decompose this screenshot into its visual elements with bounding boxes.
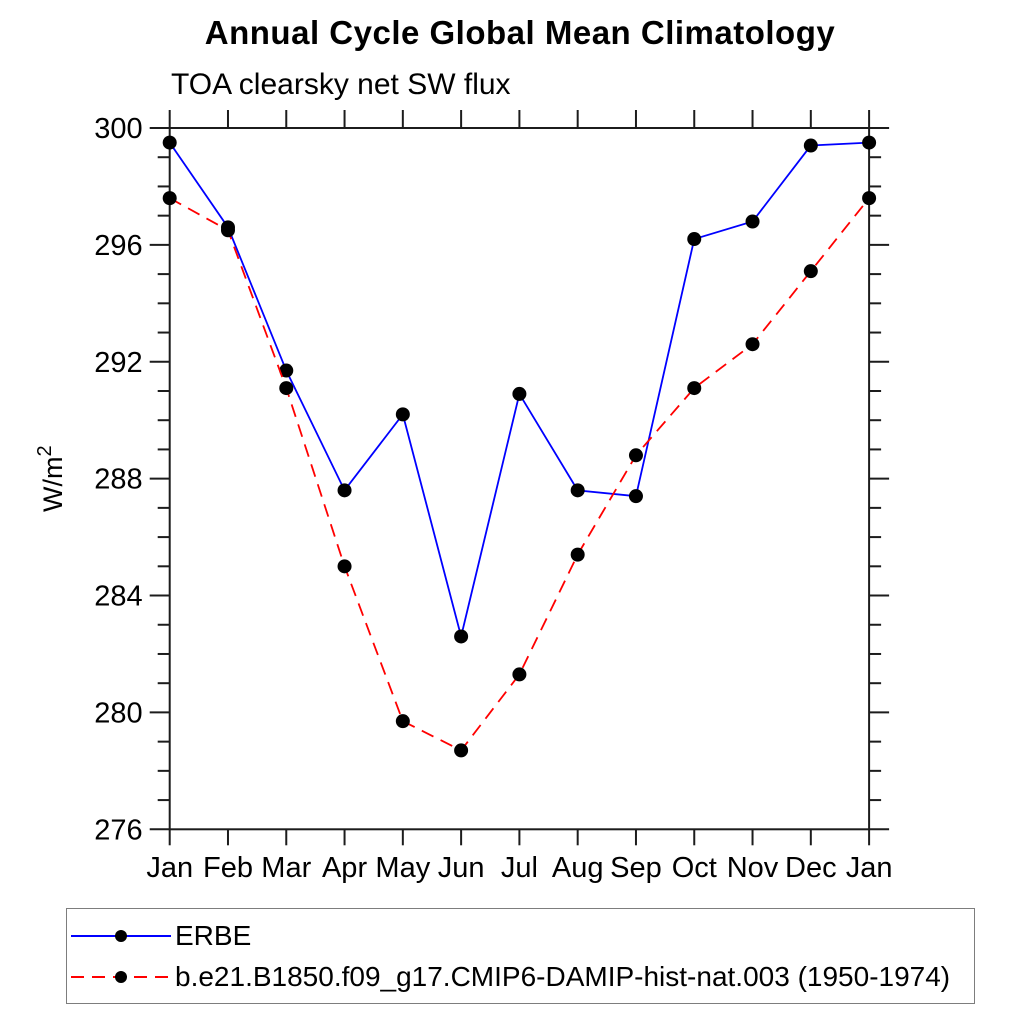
x-tick-label: Oct [672, 852, 717, 884]
series-erbe [162, 135, 877, 644]
y-tick-label: 296 [94, 230, 142, 262]
data-point [279, 381, 294, 396]
x-tick-label: Jun [438, 852, 485, 884]
x-tick-label: Jul [501, 852, 538, 884]
x-tick-label: Apr [322, 852, 367, 884]
data-point [512, 386, 527, 401]
data-point [570, 483, 585, 498]
data-point [687, 381, 702, 396]
data-point [745, 337, 760, 352]
legend-label-erbe: ERBE [175, 919, 252, 951]
x-tick-label: Jan [846, 852, 893, 884]
y-axis: 276 280 284 288 292 296 300 [94, 113, 890, 846]
y-tick-label: 292 [94, 347, 142, 379]
x-tick-label: Mar [261, 852, 311, 884]
data-point [803, 264, 818, 279]
data-point [570, 547, 585, 562]
y-tick-label: 280 [94, 697, 142, 729]
x-tick-label: May [375, 852, 430, 884]
x-tick-label: Nov [727, 852, 779, 884]
data-point [337, 483, 352, 498]
data-point [628, 448, 643, 463]
x-tick-label: Feb [203, 852, 253, 884]
data-point [395, 407, 410, 422]
data-point [512, 667, 527, 682]
plot-frame [168, 127, 871, 831]
legend-item-model: b.e21.B1850.f09_g17.CMIP6-DAMIP-hist-nat… [67, 959, 974, 995]
data-point [862, 135, 877, 150]
y-tick-label: 288 [94, 464, 142, 496]
y-tick-label: 284 [94, 581, 142, 613]
legend-sample-solid-line [71, 929, 171, 942]
legend-marker-dot [115, 929, 127, 942]
y-axis-title: W/m2 [34, 445, 68, 512]
data-point [395, 714, 410, 729]
x-tick-label: Aug [552, 852, 604, 884]
y-tick-label: 276 [94, 814, 142, 846]
data-point [687, 232, 702, 247]
data-point [162, 191, 177, 206]
data-point [745, 214, 760, 229]
data-point [162, 135, 177, 150]
data-point [862, 191, 877, 206]
data-point [337, 559, 352, 574]
series-model [162, 191, 877, 758]
x-tick-label: Jan [146, 852, 193, 884]
data-point [454, 629, 469, 644]
data-point [454, 743, 469, 758]
chart-title: Annual Cycle Global Mean Climatology [204, 14, 836, 51]
legend-label-model: b.e21.B1850.f09_g17.CMIP6-DAMIP-hist-nat… [175, 960, 951, 992]
x-tick-label: Sep [610, 852, 662, 884]
x-tick-label: Dec [785, 852, 837, 884]
legend-box: ERBE b.e21.B1850.f09_g17.CMIP6-DAMIP-his… [66, 908, 975, 1004]
y-tick-label: 300 [94, 113, 142, 145]
data-point [803, 138, 818, 153]
x-axis: Jan Feb Mar Apr May Jun Jul Aug Sep Oct Nov Dec Jan [146, 110, 892, 884]
legend-sample-dashed-line [71, 970, 171, 983]
data-point [220, 223, 235, 238]
data-point [279, 363, 294, 378]
legend-item-erbe: ERBE [67, 918, 974, 954]
chart-subtitle: TOA clearsky net SW flux [171, 68, 511, 101]
data-point [628, 489, 643, 504]
legend-marker-dot [115, 970, 127, 983]
